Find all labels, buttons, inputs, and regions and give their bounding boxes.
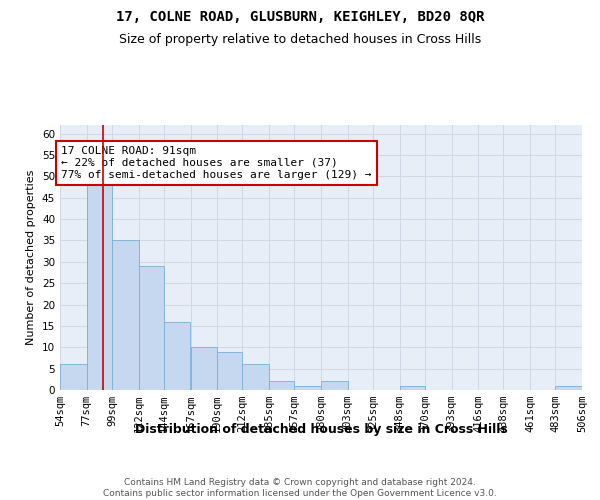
Bar [556,386,582,390]
Bar [86,176,112,390]
Y-axis label: Number of detached properties: Number of detached properties [26,170,37,345]
Bar [400,386,425,390]
Bar [269,382,295,390]
Bar [217,352,242,390]
Text: Size of property relative to detached houses in Cross Hills: Size of property relative to detached ho… [119,32,481,46]
Bar [242,364,269,390]
Text: Contains HM Land Registry data © Crown copyright and database right 2024.
Contai: Contains HM Land Registry data © Crown c… [103,478,497,498]
Bar [164,322,190,390]
Bar [139,266,164,390]
Text: 17 COLNE ROAD: 91sqm
← 22% of detached houses are smaller (37)
77% of semi-detac: 17 COLNE ROAD: 91sqm ← 22% of detached h… [61,146,371,180]
Bar [112,240,139,390]
Bar [295,386,321,390]
Bar [60,364,86,390]
Text: Distribution of detached houses by size in Cross Hills: Distribution of detached houses by size … [134,422,508,436]
Bar [321,382,347,390]
Bar [191,348,217,390]
Text: 17, COLNE ROAD, GLUSBURN, KEIGHLEY, BD20 8QR: 17, COLNE ROAD, GLUSBURN, KEIGHLEY, BD20… [116,10,484,24]
